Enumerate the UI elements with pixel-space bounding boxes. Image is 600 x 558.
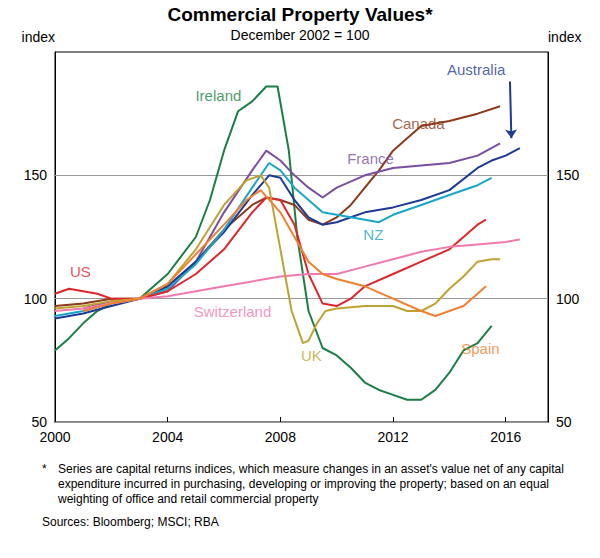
svg-text:50: 50 xyxy=(31,414,47,430)
svg-text:2008: 2008 xyxy=(265,429,296,445)
svg-text:Switzerland: Switzerland xyxy=(194,303,272,320)
svg-text:150: 150 xyxy=(556,167,580,183)
svg-text:index: index xyxy=(22,29,55,45)
svg-text:Canada: Canada xyxy=(392,115,445,132)
html-text:Series are capital returns ind: Series are capital returns indices, whic… xyxy=(58,462,564,506)
svg-text:2004: 2004 xyxy=(152,429,183,445)
svg-text:NZ: NZ xyxy=(363,226,383,243)
html-text:Sources: Bloomberg; MSCI; RBA: Sources: Bloomberg; MSCI; RBA xyxy=(42,515,219,529)
svg-text:Commercial Property Values*: Commercial Property Values* xyxy=(167,4,433,25)
svg-text:index: index xyxy=(548,29,581,45)
svg-text:2016: 2016 xyxy=(490,429,521,445)
svg-text:100: 100 xyxy=(24,291,48,307)
svg-text:2000: 2000 xyxy=(39,429,70,445)
svg-text:100: 100 xyxy=(556,291,580,307)
svg-text:Spain: Spain xyxy=(461,340,499,357)
svg-text:December 2002 = 100: December 2002 = 100 xyxy=(231,27,370,43)
svg-text:France: France xyxy=(347,150,394,167)
svg-text:2012: 2012 xyxy=(377,429,408,445)
svg-text:US: US xyxy=(70,263,91,280)
svg-text:UK: UK xyxy=(301,347,322,364)
svg-text:50: 50 xyxy=(556,414,572,430)
svg-text:Ireland: Ireland xyxy=(195,87,241,104)
svg-text:Australia: Australia xyxy=(447,61,506,78)
svg-text:150: 150 xyxy=(24,167,48,183)
